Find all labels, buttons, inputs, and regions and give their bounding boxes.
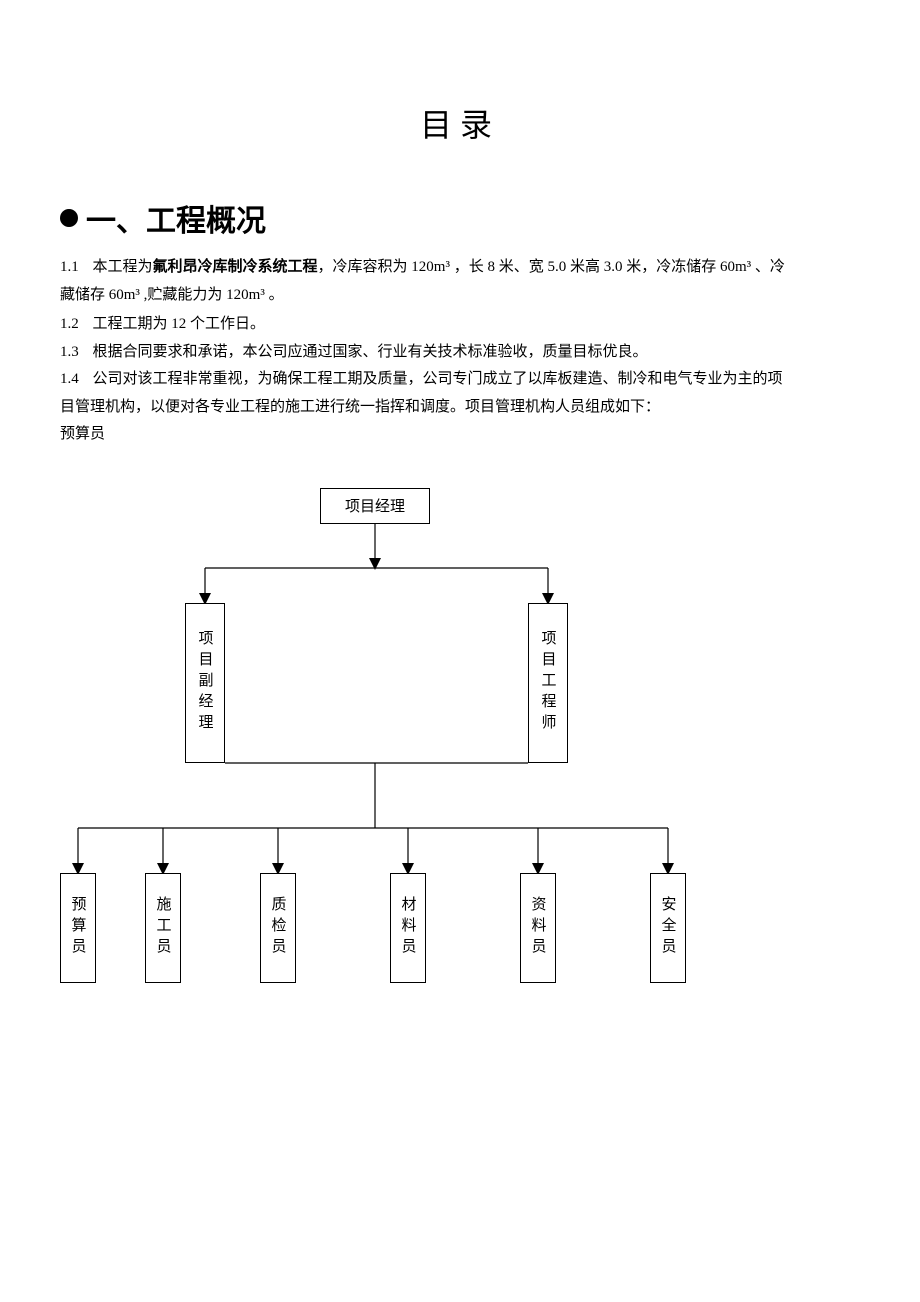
paragraph-extra: 预算员: [60, 422, 860, 448]
para-text: 根据合同要求和承诺，本公司应通过国家、行业有关技术标准验收，质量目标优良。: [93, 344, 648, 360]
para-text: 目管理机构，以便对各专业工程的施工进行统一指挥和调度。项目管理机构人员组成如下：: [60, 399, 660, 415]
page-title: 目录: [60, 100, 860, 146]
org-chart: 项目经理项目副经理 项目工程师预算员 施工员 质检员 材料员 资料员 安全员: [60, 488, 860, 1048]
org-node-leaf3: 质检员: [260, 873, 296, 983]
org-node-leaf4: 材料员: [390, 873, 426, 983]
para-num: 1.2: [60, 316, 79, 332]
para-num: 1.4: [60, 371, 79, 387]
section-heading: 一、工程概况: [86, 196, 266, 240]
bullet-icon: [60, 209, 78, 227]
org-node-leaf1: 预算员: [60, 873, 96, 983]
org-node-leaf5: 资料员: [520, 873, 556, 983]
para-bold: 氟利昂冷库制冷系统工程: [153, 259, 318, 275]
section-header: 一、工程概况: [60, 196, 860, 240]
para-text: 预算员: [60, 426, 105, 442]
paragraph-3: 1.3 根据合同要求和承诺，本公司应通过国家、行业有关技术标准验收，质量目标优良…: [60, 340, 860, 366]
para-text: 工程工期为 12 个工作日。: [93, 316, 266, 332]
paragraph-4-line2: 目管理机构，以便对各专业工程的施工进行统一指挥和调度。项目管理机构人员组成如下：: [60, 395, 860, 421]
para-num: 1.1: [60, 259, 79, 275]
paragraph-4-line1: 1.4 公司对该工程非常重视，为确保工程工期及质量，公司专门成立了以库板建造、制…: [60, 367, 860, 393]
org-node-leaf6: 安全员: [650, 873, 686, 983]
org-node-leaf2: 施工员: [145, 873, 181, 983]
org-node-root: 项目经理: [320, 488, 430, 524]
para-text: 本工程为: [93, 259, 153, 275]
para-num: 1.3: [60, 344, 79, 360]
paragraph-1-line1: 1.1 本工程为氟利昂冷库制冷系统工程，冷库容积为 120m³ ，长 8 米、宽…: [60, 255, 860, 281]
para-text: 藏储存 60m³ ,贮藏能力为 120m³ 。: [60, 287, 284, 303]
para-text: 公司对该工程非常重视，为确保工程工期及质量，公司专门成立了以库板建造、制冷和电气…: [93, 371, 783, 387]
org-node-mid_left: 项目副经理: [185, 603, 225, 763]
para-text: ，冷库容积为 120m³ ，长 8 米、宽 5.0 米高 3.0 米，冷冻储存 …: [318, 259, 785, 275]
org-node-mid_right: 项目工程师: [528, 603, 568, 763]
paragraph-2: 1.2 工程工期为 12 个工作日。: [60, 312, 860, 338]
paragraph-1-line2: 藏储存 60m³ ,贮藏能力为 120m³ 。: [60, 283, 860, 309]
